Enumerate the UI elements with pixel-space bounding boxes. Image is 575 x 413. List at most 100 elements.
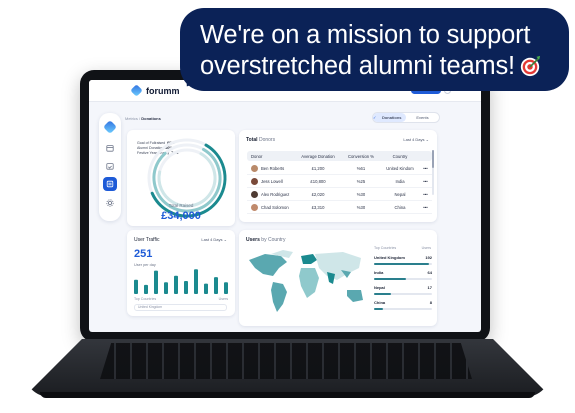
donors-period-label: Last 4 Days xyxy=(403,137,425,142)
row-more-icon[interactable]: ••• xyxy=(423,179,428,184)
toggle-donations[interactable]: ✓ Donations xyxy=(373,113,406,122)
country-cell: China xyxy=(394,205,406,210)
laptop-base-lip xyxy=(40,392,535,398)
country-bar xyxy=(374,263,432,265)
donor-cell: Chad Solomon xyxy=(247,204,295,211)
country-users: 64 xyxy=(427,270,432,275)
legend-label: Alumni Donation xyxy=(137,146,164,150)
avatar xyxy=(251,165,258,172)
country-rank-item[interactable]: Nepal 17 xyxy=(374,285,432,295)
progress-rings xyxy=(147,138,227,218)
country-select[interactable]: United Kingdom xyxy=(134,304,227,311)
conversion-cell: %30 xyxy=(356,205,366,210)
bubble-line-2-wrap: overstretched alumni teams! xyxy=(200,51,560,82)
calendar-icon[interactable] xyxy=(103,141,117,155)
donors-card: Total Donors Last 4 Days ⌄ Donor Average… xyxy=(239,130,437,222)
traffic-period-select[interactable]: Last 4 Days ⌄ xyxy=(201,237,227,242)
fundraising-card: Goal of Fullraised 60% Alumni Donation 8… xyxy=(127,130,235,226)
country-bar-fill xyxy=(374,263,430,265)
table-row[interactable]: Chad Solomon £3,310 %30 China ••• xyxy=(247,202,432,214)
donors-period-select[interactable]: Last 4 Days ⌄ xyxy=(403,137,429,142)
calendar-check-icon[interactable] xyxy=(103,159,117,173)
avg-donation-cell: £3,310 xyxy=(311,205,325,210)
settings-icon[interactable] xyxy=(103,196,117,210)
progress-ring xyxy=(147,138,227,218)
toggle-donations-label: Donations xyxy=(381,115,402,120)
country-cell: United Kindom xyxy=(386,166,414,171)
traffic-subtitle: User per day xyxy=(134,263,156,267)
table-header: Donor Average Donation Conversion % Coun… xyxy=(247,151,432,161)
country-name: Nepal xyxy=(374,285,385,290)
progress-ring xyxy=(157,148,217,208)
traffic-period-label: Last 4 Days xyxy=(201,237,223,242)
donor-name: Chad Solomon xyxy=(261,205,289,210)
geo-title-bold: Users xyxy=(246,237,260,243)
country-users: 17 xyxy=(427,285,432,290)
column-header[interactable]: Donor xyxy=(251,153,263,159)
legend-label: Festive Year Charity xyxy=(137,151,170,155)
country-bar-fill xyxy=(374,308,383,310)
breadcrumb-parent[interactable]: Metrics xyxy=(125,116,138,121)
table-row[interactable]: Ben Roberts £1,200 %61 United Kindom ••• xyxy=(247,163,432,175)
chevron-down-icon: ⌄ xyxy=(223,237,227,242)
brand-logo[interactable]: forumm xyxy=(130,84,180,97)
dashboard-icon[interactable] xyxy=(103,177,117,191)
donors-title: Total Donors xyxy=(246,137,275,143)
bubble-message: We're on a mission to support overstretc… xyxy=(200,20,560,82)
sidebar-logo-icon[interactable] xyxy=(103,120,117,134)
world-map[interactable] xyxy=(243,246,371,318)
avg-donation-cell: £1,200 xyxy=(311,166,325,171)
country-rank-item[interactable]: India 64 xyxy=(374,270,432,280)
top-countries-label: Top Countries xyxy=(134,297,157,301)
country-rank-item[interactable]: United Kingdom 192 xyxy=(374,255,432,265)
donor-name: Alex Rodriguez xyxy=(261,192,290,197)
legend-label: Goal of Fullraised xyxy=(137,141,166,145)
donors-title-rest: Donors xyxy=(257,137,276,143)
geo-title: Users by Country xyxy=(246,237,285,243)
chevron-down-icon: ⌄ xyxy=(425,137,429,142)
donor-name: Jess Lowell xyxy=(261,179,283,184)
country-bar xyxy=(374,278,432,280)
traffic-value: 251 xyxy=(134,248,153,260)
breadcrumb: Metrics / Donations xyxy=(125,116,161,121)
geo-users-label: Users xyxy=(421,246,431,250)
geo-top-countries-label: Top Countries xyxy=(374,246,397,250)
total-raised-value: £34,000 xyxy=(161,210,201,222)
column-header[interactable]: Average Donation xyxy=(301,153,335,159)
table-row[interactable]: Alex Rodriguez £2,020 %30 Nepal ••• xyxy=(247,189,432,201)
country-name: India xyxy=(374,270,384,275)
column-header[interactable]: Country xyxy=(392,153,408,159)
laptop-screen: forumm Metrics / Donations xyxy=(89,80,481,332)
traffic-bar xyxy=(224,282,228,294)
country-bar-fill xyxy=(374,293,392,295)
donor-cell: Alex Rodriguez xyxy=(247,191,295,198)
row-more-icon[interactable]: ••• xyxy=(423,205,428,210)
traffic-bar xyxy=(164,282,168,294)
conversion-cell: %25 xyxy=(356,179,366,184)
country-rank-item[interactable]: China 8 xyxy=(374,300,432,310)
country-bar-fill xyxy=(374,278,406,280)
row-more-icon[interactable]: ••• xyxy=(423,192,428,197)
column-header[interactable]: Conversion % xyxy=(347,153,375,159)
avg-donation-cell: £10,800 xyxy=(310,179,326,184)
traffic-bar xyxy=(204,283,208,294)
toggle-events[interactable]: Events xyxy=(416,115,429,120)
country-users: 192 xyxy=(425,255,432,260)
country-bar xyxy=(374,293,432,295)
legend-item: Alumni Donation 80% xyxy=(137,146,173,150)
row-more-icon[interactable]: ••• xyxy=(423,166,428,171)
sidebar xyxy=(99,113,121,221)
country-name: United Kingdom xyxy=(374,255,405,260)
table-row[interactable]: Jess Lowell £10,800 %25 India ••• xyxy=(247,176,432,188)
view-toggle: ✓ Donations Events xyxy=(372,112,440,123)
brand-name: forumm xyxy=(146,85,180,96)
traffic-bar xyxy=(214,277,218,294)
traffic-bar xyxy=(184,281,188,294)
traffic-bar xyxy=(174,275,178,294)
country-name: China xyxy=(374,300,386,305)
country-bar xyxy=(374,308,432,310)
table-scrollbar[interactable] xyxy=(432,150,434,195)
avatar xyxy=(251,178,258,185)
traffic-bar xyxy=(144,284,148,294)
